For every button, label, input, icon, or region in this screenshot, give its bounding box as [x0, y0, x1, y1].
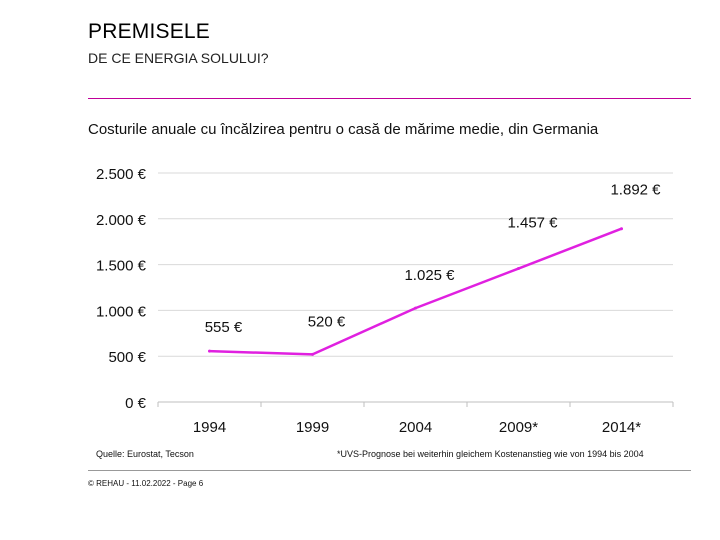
data-point [414, 306, 417, 310]
series-line [208, 227, 623, 356]
y-tick-label: 0 € [125, 395, 147, 412]
x-axis [157, 401, 674, 407]
x-tick-label: 1994 [193, 419, 226, 436]
y-tick-label: 1.000 € [96, 303, 147, 320]
chart-grid [158, 172, 673, 357]
data-label: 555 € [205, 319, 243, 336]
y-tick-label: 2.000 € [96, 212, 147, 229]
y-axis-ticks: 0 € 500 € 1.000 € 1.500 € 2.000 € 2.500 € [96, 166, 147, 412]
x-tick-label: 2004 [399, 419, 432, 436]
data-point [517, 267, 520, 271]
data-label: 1.457 € [507, 215, 558, 232]
chart-series [208, 227, 623, 356]
data-labels: 555 € 520 € 1.025 € 1.457 € 1.892 € [205, 182, 661, 336]
x-tick-label: 2014* [602, 419, 641, 436]
data-point [311, 352, 314, 356]
page-footer: © REHAU - 11.02.2022 - Page 6 [88, 479, 204, 488]
data-label: 1.025 € [404, 267, 455, 284]
y-tick-label: 1.500 € [96, 258, 147, 275]
y-tick-label: 500 € [108, 349, 146, 366]
line-chart: 0 € 500 € 1.000 € 1.500 € 2.000 € 2.500 € 199… [96, 166, 674, 436]
header-divider [88, 98, 691, 99]
y-tick-label: 2.500 € [96, 166, 147, 183]
data-point [208, 349, 211, 353]
x-tick-label: 2009* [499, 419, 538, 436]
footer-divider [88, 470, 691, 471]
data-point [620, 227, 623, 231]
forecast-footnote: *UVS-Prognose bei weiterhin gleichem Kos… [337, 449, 644, 459]
chart-title: Costurile anuale cu încălzirea pentru o … [88, 121, 599, 138]
source-note: Quelle: Eurostat, Tecson [96, 449, 194, 459]
x-tick-label: 1999 [296, 419, 329, 436]
page-subtitle: DE CE ENERGIA SOLULUI? [88, 50, 269, 66]
page-title: PREMISELE [88, 20, 211, 43]
x-axis-ticks: 1994 1999 2004 2009* 2014* [193, 419, 641, 436]
data-label: 520 € [308, 313, 346, 330]
data-label: 1.892 € [610, 182, 661, 199]
